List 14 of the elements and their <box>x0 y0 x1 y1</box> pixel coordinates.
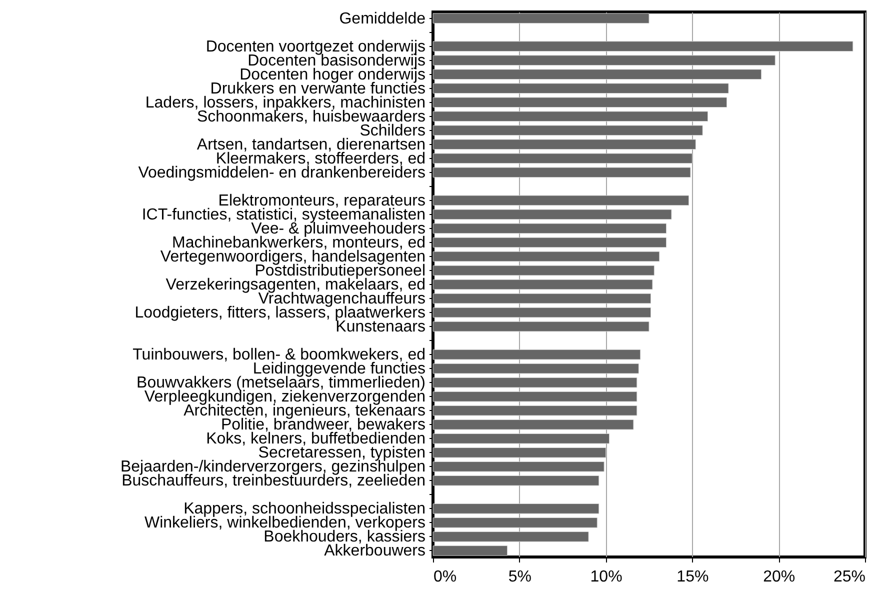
y-tick-label: Verpleegkundigen, ziekenverzorgenden <box>144 388 426 406</box>
x-tick-label: 20% <box>763 568 796 586</box>
y-tick-label: Docenten voortgezet onderwijs <box>206 38 426 56</box>
y-tick-label: Voedingsmiddelen- en drankenbereiders <box>138 164 426 182</box>
x-tick-label: 25% <box>833 568 866 586</box>
y-tick-label: Gemiddelde <box>339 10 426 28</box>
y-tick-label: Vrachtwagenchauffeurs <box>258 290 426 308</box>
y-tick-label: Schilders <box>360 122 426 140</box>
y-tick-label: ICT-functies, statistici, systeemanalisten <box>142 206 426 224</box>
x-tick-label: 5% <box>508 568 532 586</box>
y-tick-label: Akkerbouwers <box>324 542 426 560</box>
x-tick-label: 0% <box>434 568 457 586</box>
x-tick-label: 15% <box>676 568 709 586</box>
x-tick-label: 10% <box>590 568 622 586</box>
